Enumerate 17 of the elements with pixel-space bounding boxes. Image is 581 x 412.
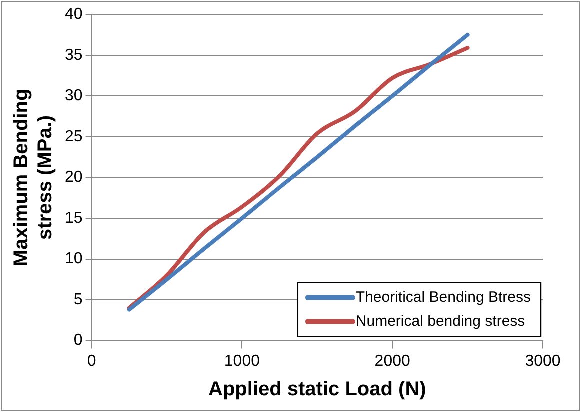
legend-label: Theoritical Bending Btress: [356, 288, 532, 306]
y-tick-label: 5: [74, 291, 83, 308]
x-tick-label: 2000: [374, 352, 410, 370]
y-axis-title: Maximum Bending stress (MPa.): [10, 88, 57, 267]
y-tick-label: 0: [74, 332, 83, 350]
y-tick-label: 15: [65, 210, 83, 227]
x-tick-label: 0: [87, 352, 96, 370]
y-tick-label: 10: [65, 250, 83, 268]
x-tick-label: 1000: [224, 352, 260, 370]
y-tick-label: 35: [65, 46, 83, 64]
y-tick-label: 25: [65, 128, 83, 146]
x-tick-label: 3000: [525, 352, 561, 370]
legend-label: Numerical bending stress: [356, 312, 526, 330]
x-axis-title: Applied static Load (N): [208, 378, 426, 401]
y-tick-label: 20: [65, 169, 83, 186]
y-tick-label: 30: [65, 88, 83, 105]
y-tick-label: 40: [65, 6, 83, 24]
